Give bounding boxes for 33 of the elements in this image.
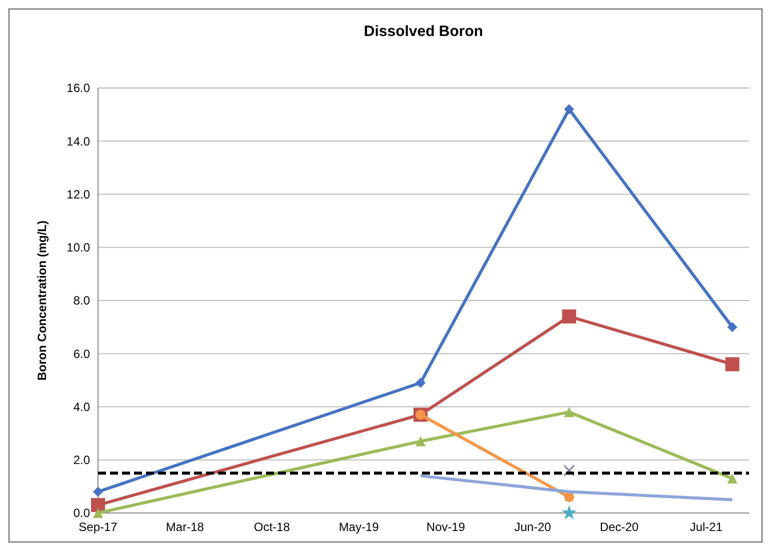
point [727,473,738,484]
x-tick-label: Sep-17 [78,520,118,534]
x-tick-label: Jun-20 [514,520,552,534]
point [564,407,574,418]
point [93,486,103,497]
y-axis-title: Boron Concentration (mg/L) [35,220,49,380]
point [564,492,574,502]
y-tick-label: 0.0 [73,506,90,520]
y-tick-label: 16.0 [66,81,90,96]
x-tick-label: Dec-20 [600,520,639,534]
point [562,309,576,324]
x-tick-label: Jul-21 [690,520,723,534]
point [416,436,426,446]
point [727,322,738,332]
y-tick-label: 2.0 [73,453,90,468]
y-tick-label: 14.0 [66,134,90,148]
y-tick-label: 8.0 [73,294,90,308]
point [564,104,574,114]
chart-title: Dissolved Boron [364,23,484,40]
y-tick-label: 4.0 [73,400,90,414]
point [725,357,740,372]
point [91,498,105,512]
x-tick-label: Nov-19 [426,520,466,534]
y-tick-label: 6.0 [73,346,90,361]
x-tick-label: Oct-18 [254,520,290,534]
point [93,508,103,518]
x-tick-label: May-19 [338,520,380,534]
y-tick-label: 12.0 [66,187,90,202]
x-tick-label: Mar-18 [166,520,204,534]
point [416,378,426,388]
point [562,505,577,520]
point [563,464,575,476]
y-tick-label: 10.0 [66,240,90,255]
